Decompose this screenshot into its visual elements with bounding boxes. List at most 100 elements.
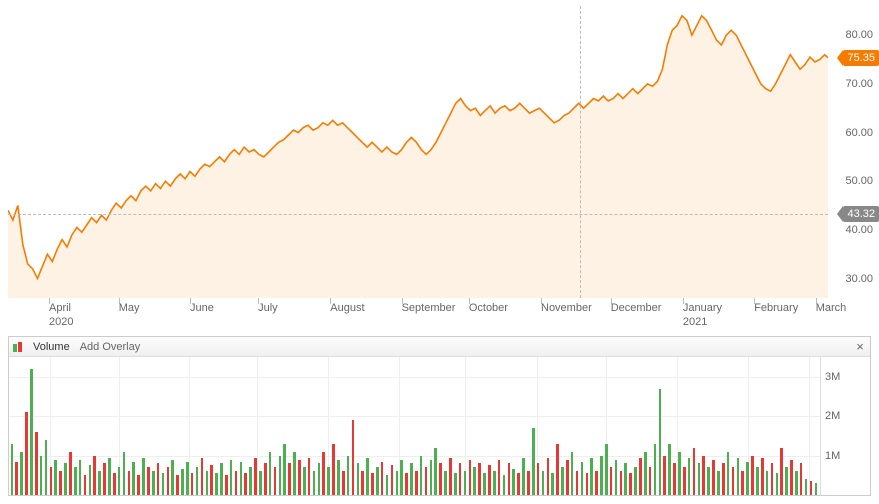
volume-bar bbox=[722, 463, 725, 495]
x-tick-label: July bbox=[258, 302, 278, 314]
price-ytick: 40.00 bbox=[845, 224, 873, 236]
volume-bar bbox=[352, 420, 355, 495]
volume-bar bbox=[776, 473, 779, 495]
volume-bar bbox=[176, 475, 179, 495]
volume-bar bbox=[605, 444, 608, 495]
volume-bar bbox=[123, 452, 126, 495]
volume-bar bbox=[566, 460, 569, 495]
volume-bar bbox=[103, 463, 106, 495]
volume-bar bbox=[624, 463, 627, 495]
volume-bar bbox=[210, 465, 213, 495]
close-icon[interactable]: × bbox=[852, 339, 868, 355]
price-y-axis: 30.0040.0050.0060.0070.0080.0075.3543.32 bbox=[828, 6, 879, 298]
volume-bar bbox=[780, 448, 783, 495]
price-flag: 43.32 bbox=[843, 206, 879, 222]
reference-vline bbox=[580, 6, 581, 298]
volume-bar bbox=[527, 471, 530, 495]
volume-bar bbox=[196, 467, 199, 495]
volume-bar bbox=[537, 463, 540, 495]
volume-bar bbox=[503, 475, 506, 495]
volume-bar bbox=[717, 471, 720, 495]
volume-bar bbox=[69, 452, 72, 495]
volume-bar bbox=[54, 460, 57, 495]
volume-plot-area[interactable] bbox=[9, 357, 821, 495]
volume-bar bbox=[488, 465, 491, 495]
volume-bar bbox=[551, 473, 554, 495]
volume-bar bbox=[469, 460, 472, 495]
volume-bar bbox=[313, 471, 316, 495]
volume-bar bbox=[746, 462, 749, 496]
volume-bar bbox=[98, 471, 101, 495]
volume-bar bbox=[430, 460, 433, 495]
volume-bar bbox=[191, 473, 194, 495]
price-ytick: 70.00 bbox=[845, 78, 873, 90]
volume-bar bbox=[259, 471, 262, 495]
volume-bar bbox=[478, 463, 481, 495]
volume-bar bbox=[590, 458, 593, 495]
volume-bar bbox=[20, 452, 23, 495]
volume-y-axis: 1M2M3M bbox=[820, 357, 870, 495]
volume-bar bbox=[600, 456, 603, 495]
volume-bar bbox=[556, 444, 559, 495]
volume-bar bbox=[512, 469, 515, 495]
volume-bar bbox=[240, 462, 243, 496]
volume-bar bbox=[201, 458, 204, 495]
volume-bar bbox=[230, 460, 233, 495]
volume-bar bbox=[420, 456, 423, 495]
volume-ytick: 3M bbox=[825, 371, 840, 383]
volume-bar bbox=[756, 467, 759, 495]
volume-bar bbox=[89, 465, 92, 495]
volume-bar bbox=[634, 467, 637, 495]
volume-bar bbox=[254, 458, 257, 495]
volume-bar bbox=[761, 458, 764, 495]
volume-bar bbox=[35, 432, 38, 495]
volume-bar bbox=[400, 460, 403, 495]
x-tick-label: March bbox=[816, 302, 847, 314]
x-tick-label: January bbox=[683, 302, 722, 314]
volume-bar bbox=[415, 471, 418, 495]
volume-bar bbox=[473, 467, 476, 495]
price-ytick: 30.00 bbox=[845, 273, 873, 285]
volume-bar bbox=[162, 473, 165, 495]
volume-bar bbox=[171, 460, 174, 495]
price-plot-area[interactable] bbox=[8, 6, 828, 298]
volume-bar bbox=[668, 444, 671, 495]
volume-bar bbox=[137, 475, 140, 495]
volume-bar bbox=[45, 440, 48, 495]
volume-bar bbox=[50, 467, 53, 495]
x-tick-label: November bbox=[541, 302, 592, 314]
volume-bar bbox=[181, 469, 184, 495]
volume-bar bbox=[454, 473, 457, 495]
volume-bar bbox=[244, 473, 247, 495]
volume-bar bbox=[391, 465, 394, 495]
volume-bar bbox=[288, 463, 291, 495]
price-ytick: 60.00 bbox=[845, 127, 873, 139]
volume-bar bbox=[586, 473, 589, 495]
volume-bar bbox=[493, 471, 496, 495]
volume-bar bbox=[225, 475, 228, 495]
volume-bar bbox=[361, 471, 364, 495]
x-tick-label: February bbox=[754, 302, 798, 314]
volume-title: Volume bbox=[33, 341, 70, 353]
volume-bar bbox=[152, 471, 155, 495]
price-flag: 75.35 bbox=[843, 50, 879, 66]
volume-bar bbox=[425, 467, 428, 495]
price-ytick: 80.00 bbox=[845, 29, 873, 41]
volume-bar bbox=[522, 458, 525, 495]
volume-bar bbox=[751, 456, 754, 495]
volume-bar bbox=[220, 463, 223, 495]
volume-bar bbox=[693, 448, 696, 495]
volume-bar bbox=[74, 467, 77, 495]
volume-bar bbox=[698, 463, 701, 495]
volume-bar bbox=[532, 428, 535, 495]
volume-bar bbox=[790, 460, 793, 495]
add-overlay-button[interactable]: Add Overlay bbox=[80, 341, 141, 353]
volume-bar bbox=[771, 463, 774, 495]
volume-bar bbox=[147, 467, 150, 495]
volume-bar bbox=[249, 467, 252, 495]
volume-bar bbox=[737, 458, 740, 495]
price-chart-panel: 30.0040.0050.0060.0070.0080.0075.3543.32… bbox=[0, 0, 879, 330]
volume-bar bbox=[264, 463, 267, 495]
volume-bar bbox=[64, 463, 67, 495]
volume-bar bbox=[84, 475, 87, 495]
